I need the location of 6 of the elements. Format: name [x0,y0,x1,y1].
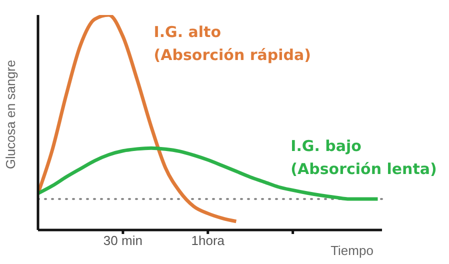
x-axis-title: Tiempo [330,243,374,258]
series-label: I.G. bajo (Absorción lenta) [290,137,437,178]
x-tick-label: 1hora [191,233,226,248]
y-axis-title: Glucosa en sangre [3,60,18,170]
series-label: I.G. alto (Absorción rápida) [154,23,311,64]
x-tick-label: 30 min [103,233,142,248]
